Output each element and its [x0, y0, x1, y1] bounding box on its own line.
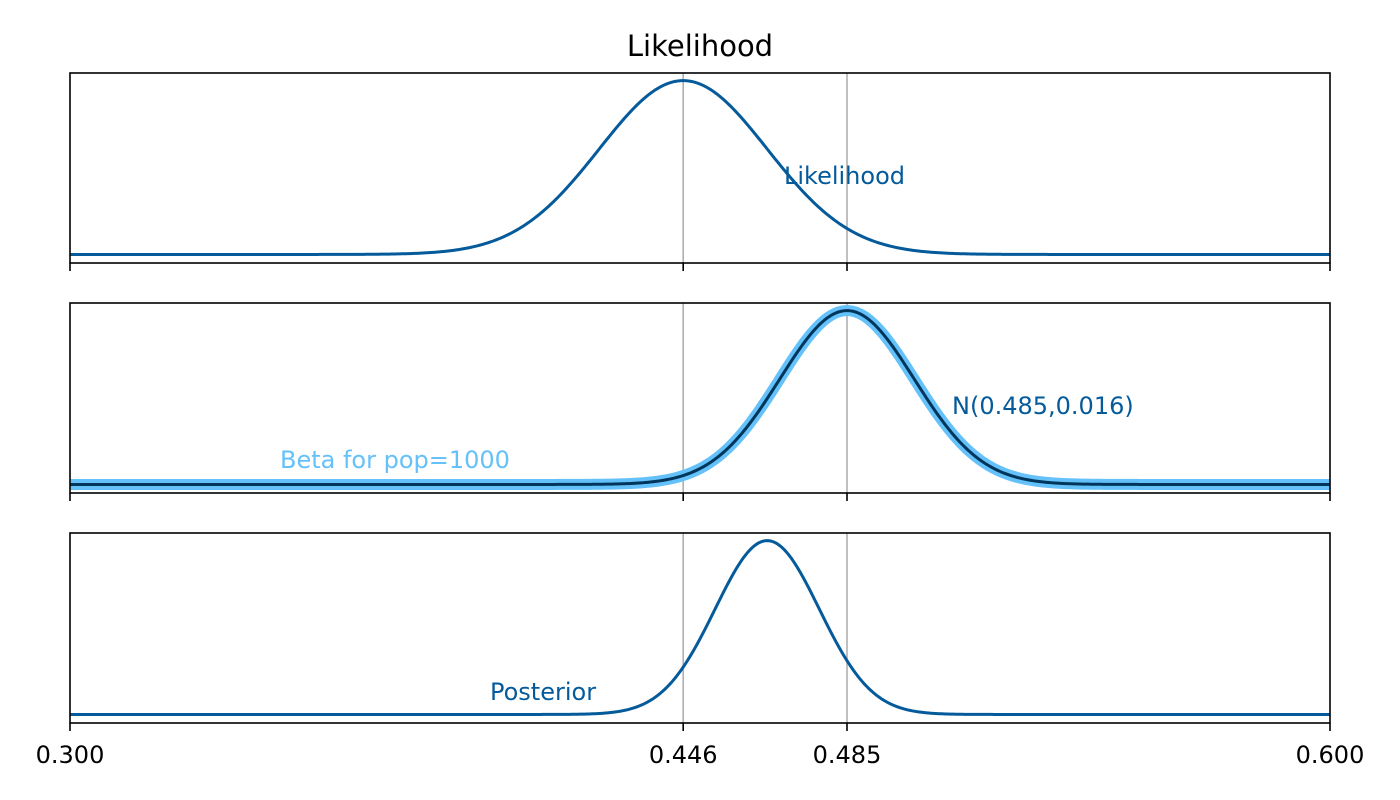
chart-title: Likelihood	[627, 29, 773, 63]
annotation-label: N(0.485,0.016)	[952, 392, 1134, 420]
axes-frame	[69, 302, 1331, 494]
x-tick-label: 0.446	[649, 741, 718, 769]
annotation-label: Likelihood	[784, 162, 905, 190]
axes-frame	[69, 72, 1331, 264]
series-line-1	[70, 79, 1330, 256]
series-line-1	[70, 305, 1330, 490]
series-line-1	[70, 539, 1330, 716]
panel-3: 0.300 0.446 0.485 0.600 Posterior	[36, 532, 1365, 769]
panel-1: Likelihood Likelihood	[69, 29, 1331, 271]
series-line-2	[70, 309, 1330, 486]
annotation-label: Posterior	[490, 678, 596, 706]
axes-frame	[69, 532, 1331, 724]
x-tick-label: 0.300	[36, 741, 105, 769]
panel-2: N(0.485,0.016) Beta for pop=1000	[69, 302, 1331, 501]
x-tick-label: 0.600	[1296, 741, 1365, 769]
annotation-label: Beta for pop=1000	[280, 446, 510, 474]
x-tick-label: 0.485	[813, 741, 882, 769]
